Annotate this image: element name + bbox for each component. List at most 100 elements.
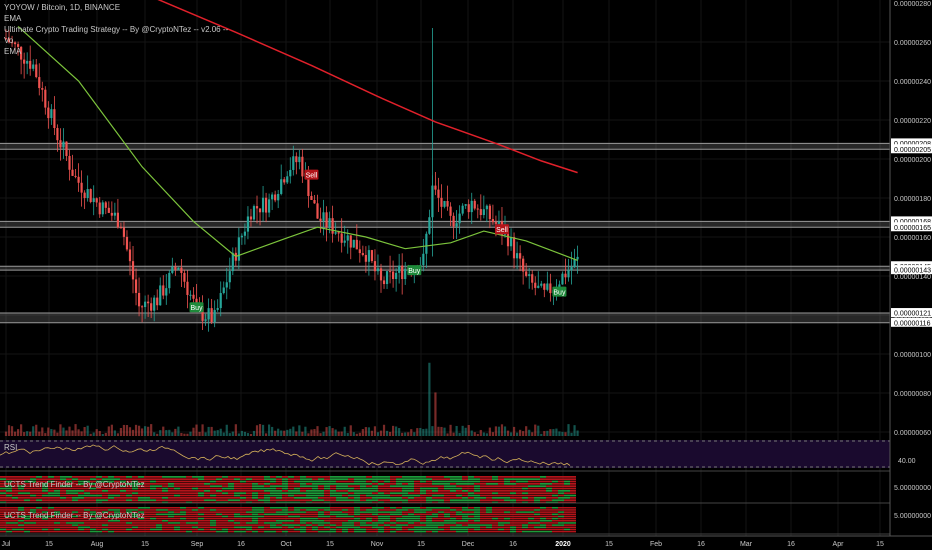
trend2-cell	[42, 507, 48, 509]
trend2-cell	[426, 515, 432, 518]
trend1-cell	[102, 480, 108, 483]
trend2-cell	[408, 515, 414, 518]
trend2-cell	[114, 526, 120, 529]
trend1-cell	[396, 494, 402, 497]
trend2-cell	[78, 507, 84, 509]
trend1-cell	[132, 492, 138, 495]
trend2-cell	[108, 511, 114, 513]
trend2-cell	[276, 517, 282, 520]
trend1-cell	[78, 483, 84, 485]
trend1-cell	[54, 483, 60, 485]
trend1-cell	[540, 497, 546, 499]
trend2-cell	[252, 522, 258, 524]
trend2-cell	[402, 528, 408, 531]
trend1-cell	[234, 494, 240, 497]
trend1-cell	[408, 485, 414, 488]
trend2-cell	[174, 530, 180, 533]
trend2-cell	[552, 511, 558, 513]
trend1-cell	[108, 476, 114, 478]
trend1-cell	[546, 485, 552, 488]
volume-bar-0	[4, 431, 8, 436]
trend1-cell	[522, 490, 528, 492]
trend2-cell	[156, 517, 162, 520]
trend1-cell	[54, 478, 60, 481]
trend2-cell	[198, 524, 204, 526]
trend2-cell	[552, 509, 558, 511]
trend1-cell	[516, 494, 522, 497]
trend1-cell	[534, 483, 540, 485]
trend2-cell	[144, 507, 150, 509]
trend1-cell	[282, 492, 288, 495]
trend2-cell	[294, 524, 300, 526]
trend1-cell	[42, 478, 48, 481]
trend2-cell	[204, 530, 210, 533]
trend2-cell	[294, 522, 300, 524]
trend1-cell	[6, 485, 12, 488]
trend1-cell	[510, 478, 516, 481]
trend2-cell	[396, 507, 402, 509]
candle-body-157	[479, 209, 482, 216]
ema-long-line	[157, 0, 578, 174]
volume-bar-149	[455, 425, 458, 436]
trend2-cell	[216, 524, 222, 526]
legend-volume: Vo	[4, 36, 14, 45]
trend1-cell	[144, 485, 150, 488]
trend1-cell	[72, 497, 78, 499]
trend1-cell	[438, 499, 444, 502]
volume-bar-119	[364, 427, 367, 436]
trend2-cell	[54, 528, 60, 531]
trend1-cell	[198, 485, 204, 488]
trend2-cell	[570, 511, 576, 513]
trend2-cell	[282, 528, 288, 531]
trend2-cell	[504, 507, 510, 509]
trend2-cell	[546, 528, 552, 531]
trend1-cell	[522, 494, 528, 497]
trend1-cell	[276, 483, 282, 485]
trend2-cell	[192, 524, 198, 526]
trend1-cell	[336, 499, 342, 502]
trend1-cell	[528, 494, 534, 497]
trend2-cell	[426, 507, 432, 509]
trend2-cell	[300, 515, 306, 518]
volume-bar-48	[150, 424, 153, 436]
trend2-cell	[204, 509, 210, 511]
trend2-cell	[540, 530, 546, 533]
trend2-cell	[78, 520, 84, 522]
trend2-cell	[408, 507, 414, 509]
trend2-cell	[156, 515, 162, 518]
trend2-cell	[168, 507, 174, 509]
trend2-cell	[6, 515, 12, 518]
trend2-cell	[96, 526, 102, 529]
trend2-cell	[120, 522, 126, 524]
trend2-cell	[474, 524, 480, 526]
trend2-cell	[126, 507, 132, 509]
trend1-cell	[246, 483, 252, 485]
trend1-cell	[342, 490, 348, 492]
trend2-cell	[108, 513, 114, 516]
trend1-cell	[360, 499, 366, 502]
trend2-cell	[396, 515, 402, 518]
trend2-cell	[408, 522, 414, 524]
trend1-cell	[54, 490, 60, 492]
trend2-cell	[258, 522, 264, 524]
trend2-cell	[306, 515, 312, 518]
trend1-cell	[354, 492, 360, 495]
trend1-cell	[12, 490, 18, 492]
candle-body-45	[140, 306, 144, 308]
trend1-cell	[30, 494, 36, 497]
trend1-cell	[114, 494, 120, 497]
trend2-cell	[498, 524, 504, 526]
trend2-cell	[324, 530, 330, 533]
trend1-cell	[264, 483, 270, 485]
trend2-cell	[288, 526, 294, 529]
trend1-cell	[180, 499, 186, 502]
trend1-cell	[96, 480, 102, 483]
trend2-cell	[246, 507, 252, 509]
volume-bar-33	[104, 432, 107, 436]
candle-body-96	[295, 156, 298, 163]
trend1-cell	[366, 499, 372, 502]
trend2-cell	[564, 513, 570, 516]
trend1-cell	[186, 490, 192, 492]
trend2-cell	[162, 522, 168, 524]
